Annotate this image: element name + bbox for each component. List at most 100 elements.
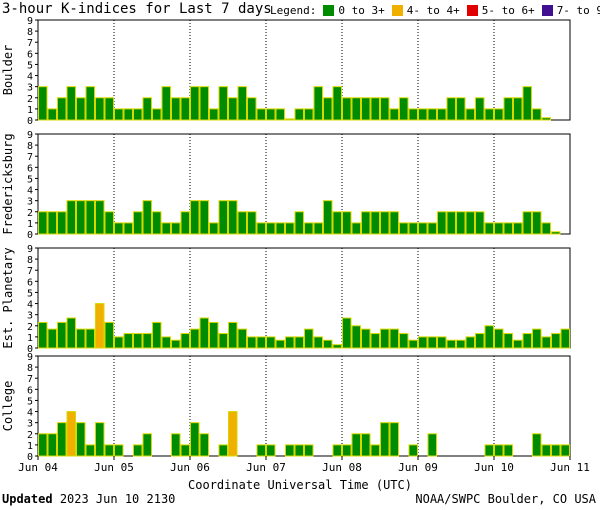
legend-item-quiet: 0 to 3+	[338, 4, 385, 17]
k-index-bar	[133, 211, 143, 235]
k-index-bar	[171, 433, 181, 457]
k-index-bar	[456, 211, 466, 235]
k-index-bar	[275, 339, 285, 349]
k-index-bar	[418, 108, 428, 121]
k-index-bar	[161, 222, 171, 235]
panel-frame	[37, 355, 571, 457]
k-index-bar	[342, 444, 352, 457]
k-index-bar	[503, 97, 513, 121]
k-index-bar	[532, 433, 542, 457]
k-index-bar	[541, 336, 551, 349]
k-index-bar	[399, 97, 409, 121]
k-index-bar	[541, 444, 551, 457]
k-index-bar	[161, 336, 171, 349]
k-index-bar	[361, 97, 371, 121]
k-index-bar	[313, 222, 323, 235]
k-index-bar	[370, 97, 380, 121]
y-tick-label: 5	[27, 60, 33, 71]
k-index-bar	[370, 333, 380, 349]
k-index-bar	[237, 86, 247, 121]
y-tick-label: 1	[27, 441, 33, 452]
k-index-bar	[199, 86, 209, 121]
k-index-bar	[47, 211, 57, 235]
station-label: Est. Planetary	[1, 247, 15, 348]
k-index-bar	[370, 444, 380, 457]
k-index-bar	[133, 444, 143, 457]
y-tick-label: 1	[27, 333, 33, 344]
y-tick-label: 8	[27, 255, 33, 266]
k-index-bar	[494, 328, 504, 349]
x-tick-label: Jun 06	[170, 461, 210, 474]
k-index-bar	[228, 411, 238, 457]
k-index-bar	[456, 97, 466, 121]
y-tick-label: 8	[27, 363, 33, 374]
k-index-bar	[85, 444, 95, 457]
k-index-bar	[237, 328, 247, 349]
k-index-bar	[47, 328, 57, 349]
k-index-bar	[522, 86, 532, 121]
k-index-bar	[560, 328, 570, 349]
k-index-bar	[294, 444, 304, 457]
station-label: Fredericksburg	[1, 133, 15, 234]
k-index-bar	[114, 108, 124, 121]
k-index-chart: 0123456789Boulder0123456789Fredericksbur…	[1, 16, 590, 474]
k-index-bar	[104, 97, 114, 121]
k-index-bar	[133, 108, 143, 121]
k-index-bar	[475, 333, 485, 349]
k-index-bar	[190, 328, 200, 349]
k-index-bar	[513, 97, 523, 121]
k-index-bar	[446, 211, 456, 235]
station-label: College	[1, 381, 15, 432]
legend-item-active: 4- to 4+	[406, 4, 460, 17]
x-tick-label: Jun 10	[474, 461, 514, 474]
k-index-bar	[209, 108, 219, 121]
y-tick-label: 6	[27, 163, 33, 174]
k-index-bar	[427, 336, 437, 349]
y-tick-label: 9	[27, 16, 33, 27]
k-index-bar	[95, 97, 105, 121]
k-index-bar	[294, 108, 304, 121]
k-index-bar	[389, 211, 399, 235]
k-index-bar	[57, 97, 67, 121]
k-index-bar	[380, 211, 390, 235]
k-index-bar	[408, 222, 418, 235]
k-index-bar	[351, 433, 361, 457]
k-index-bar	[532, 108, 542, 121]
k-index-bar	[551, 333, 561, 349]
k-index-bar	[76, 200, 86, 235]
k-index-bar	[380, 328, 390, 349]
k-index-bar	[266, 222, 276, 235]
k-index-bar	[361, 328, 371, 349]
k-index-bar	[475, 211, 485, 235]
y-tick-label: 2	[27, 208, 33, 219]
k-index-bar	[85, 200, 95, 235]
k-index-bar	[275, 222, 285, 235]
k-index-bar	[427, 433, 437, 457]
k-index-bar	[323, 200, 333, 235]
k-index-bar	[465, 211, 475, 235]
y-tick-label: 4	[27, 300, 33, 311]
k-index-bar	[351, 97, 361, 121]
k-index-bar	[190, 86, 200, 121]
k-index-bar	[228, 200, 238, 235]
k-index-bar	[142, 97, 152, 121]
k-index-bar	[142, 333, 152, 349]
k-index-bar	[351, 222, 361, 235]
y-tick-label: 4	[27, 408, 33, 419]
y-tick-label: 5	[27, 396, 33, 407]
y-tick-label: 3	[27, 419, 33, 430]
k-index-bar	[114, 444, 124, 457]
k-index-bar	[351, 325, 361, 349]
k-index-bar	[95, 422, 105, 457]
y-tick-label: 6	[27, 385, 33, 396]
k-index-bar	[285, 118, 295, 121]
k-index-bar	[199, 317, 209, 349]
legend: Legend: 0 to 3+ 4- to 4+ 5- to 6+ 7- to …	[270, 4, 600, 17]
legend-swatch-active	[391, 5, 403, 16]
k-index-bar	[437, 211, 447, 235]
k-index-bar	[342, 211, 352, 235]
k-index-bar	[332, 444, 342, 457]
y-tick-label: 0	[27, 116, 33, 127]
y-tick-label: 9	[27, 130, 33, 141]
k-index-bar	[475, 97, 485, 121]
